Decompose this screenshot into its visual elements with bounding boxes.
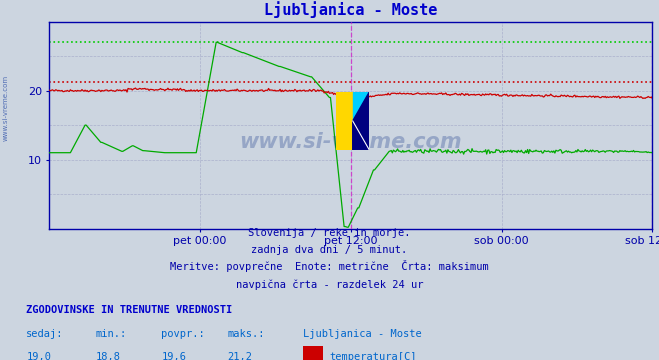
Text: temperatura[C]: temperatura[C] <box>330 352 417 360</box>
Text: povpr.:: povpr.: <box>161 329 205 339</box>
Text: ZGODOVINSKE IN TRENUTNE VREDNOSTI: ZGODOVINSKE IN TRENUTNE VREDNOSTI <box>26 305 233 315</box>
Text: Meritve: povprečne  Enote: metrične  Črta: maksimum: Meritve: povprečne Enote: metrične Črta:… <box>170 260 489 273</box>
Text: zadnja dva dni / 5 minut.: zadnja dva dni / 5 minut. <box>251 245 408 255</box>
Text: maks.:: maks.: <box>227 329 265 339</box>
Text: www.si-vreme.com: www.si-vreme.com <box>240 132 462 152</box>
Title: Ljubljanica - Moste: Ljubljanica - Moste <box>264 1 438 18</box>
Text: 18,8: 18,8 <box>96 352 121 360</box>
Text: www.si-vreme.com: www.si-vreme.com <box>2 75 9 141</box>
Text: 19,6: 19,6 <box>161 352 186 360</box>
Text: Ljubljanica - Moste: Ljubljanica - Moste <box>303 329 422 339</box>
Text: 21,2: 21,2 <box>227 352 252 360</box>
Text: sedaj:: sedaj: <box>26 329 64 339</box>
Text: Slovenija / reke in morje.: Slovenija / reke in morje. <box>248 228 411 238</box>
Text: min.:: min.: <box>96 329 127 339</box>
Text: 19,0: 19,0 <box>26 352 51 360</box>
Text: navpična črta - razdelek 24 ur: navpična črta - razdelek 24 ur <box>236 279 423 290</box>
